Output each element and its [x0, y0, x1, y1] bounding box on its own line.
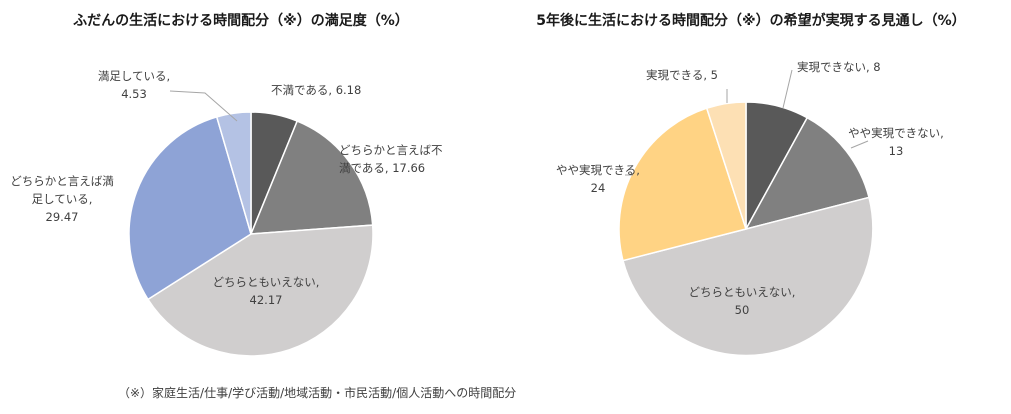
slice-label: やや実現できる, 24	[556, 163, 640, 195]
slice-label: 実現できる, 5	[646, 68, 718, 82]
pie-slice	[215, 111, 252, 235]
pie-slice	[249, 120, 374, 235]
slice-label: 実現できない, 8	[797, 60, 881, 74]
slice-label: どちらかと言えば満足している, 29.47	[10, 174, 114, 224]
leader-line	[169, 90, 238, 122]
slice-label: どちらかと言えば不満である, 17.66	[339, 143, 443, 175]
pie-slice	[146, 224, 374, 357]
pie-slice	[705, 101, 747, 230]
pie-slice	[622, 196, 874, 357]
slice-label: 不満である, 6.18	[271, 83, 361, 97]
slice-label: どちらともいえない, 42.17	[213, 275, 320, 307]
slice-label: どちらともいえない, 50	[689, 285, 796, 317]
pie-slice	[128, 115, 252, 301]
slice-label: 満足している, 4.53	[98, 69, 170, 101]
footnote: （※）家庭生活/仕事/学び活動/地域活動・市民活動/個人活動への時間配分	[118, 386, 517, 400]
chart-title: 5年後に生活における時間配分（※）の希望が実現する見通し（%）	[536, 12, 965, 29]
pie-slice	[618, 107, 747, 262]
slice-label: やや実現できない, 13	[848, 126, 944, 158]
chart-title: ふだんの生活における時間配分（※）の満足度（%）	[73, 12, 409, 29]
leader-line	[782, 69, 793, 109]
leader-line	[850, 140, 869, 149]
pie-slice	[744, 116, 870, 231]
